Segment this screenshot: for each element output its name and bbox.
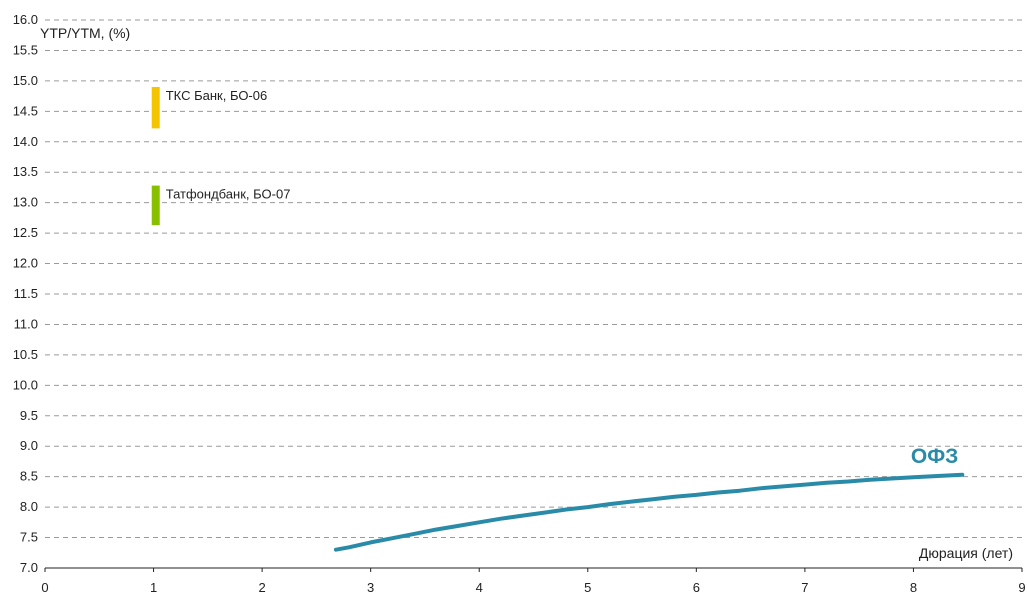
x-tick-label: 8 [910, 580, 917, 595]
y-tick-label: 13.5 [13, 164, 38, 179]
y-tick-label: 9.5 [20, 408, 38, 423]
x-axis-label: Дюрация (лет) [919, 545, 1013, 561]
bond-label: Татфондбанк, БО-07 [166, 187, 291, 202]
bond-bar [151, 86, 160, 129]
x-tick-labels: 0 1 2 3 4 5 6 7 8 9 [41, 580, 1025, 595]
y-tick-label: 7.0 [20, 560, 38, 575]
bond-markers: ТКС Банк, БО-06 Татфондбанк, БО-07 [151, 86, 291, 226]
y-tick-label: 13.0 [13, 195, 38, 210]
series-lines: ОФЗ [333, 445, 965, 552]
y-tick-label: 12.5 [13, 225, 38, 240]
series-label: ОФЗ [911, 445, 958, 468]
bond-label: ТКС Банк, БО-06 [166, 88, 268, 103]
y-tick-label: 14.0 [13, 134, 38, 149]
y-tick-labels: 7.0 7.5 8.0 8.5 9.0 9.5 10.0 10.5 11.0 11.5 12.0 12… [13, 12, 38, 575]
y-tick-label: 15.5 [13, 42, 38, 57]
x-tick-label: 9 [1018, 580, 1025, 595]
x-tick-label: 5 [584, 580, 591, 595]
y-tick-label: 10.0 [13, 377, 38, 392]
y-tick-label: 10.5 [13, 347, 38, 362]
y-tick-label: 12.0 [13, 256, 38, 271]
y-tick-label: 11.5 [14, 286, 38, 301]
x-tick-label: 0 [41, 580, 48, 595]
x-tick-label: 1 [150, 580, 157, 595]
x-tick-label: 7 [801, 580, 808, 595]
y-tick-label: 14.5 [13, 103, 38, 118]
bond-bar [151, 185, 160, 226]
gridlines [44, 19, 1023, 572]
y-tick-label: 8.5 [20, 469, 38, 484]
x-tick-label: 3 [367, 580, 374, 595]
x-tick-label: 6 [693, 580, 700, 595]
y-tick-label: 16.0 [13, 12, 38, 27]
y-tick-label: 8.0 [20, 499, 38, 514]
y-tick-label: 9.0 [20, 438, 38, 453]
series-line [333, 472, 965, 552]
y-axis-label: YTP/YTM, (%) [40, 25, 130, 41]
x-tick-label: 2 [258, 580, 265, 595]
x-tick-label: 4 [476, 580, 483, 595]
y-tick-label: 15.0 [13, 73, 38, 88]
y-tick-label: 7.5 [20, 530, 38, 545]
y-tick-label: 11.0 [14, 316, 38, 331]
